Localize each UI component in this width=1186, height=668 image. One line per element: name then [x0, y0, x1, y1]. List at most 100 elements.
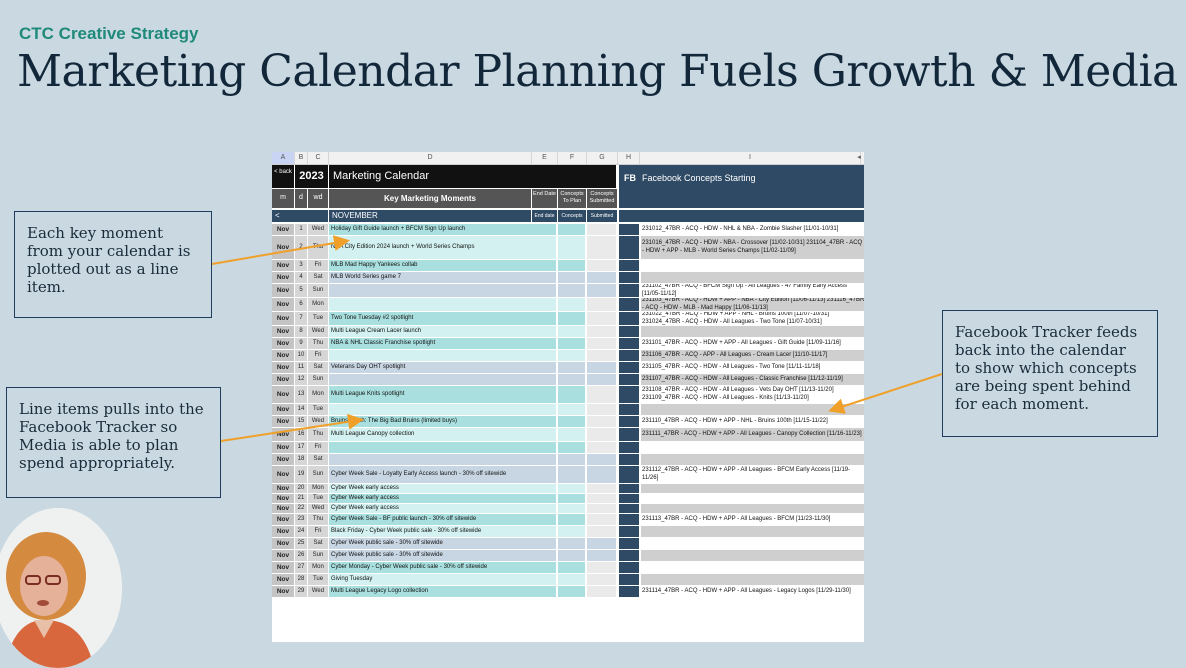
end-date-cell[interactable]: [533, 260, 556, 271]
event-cell[interactable]: [329, 374, 533, 385]
fb-concept-cell[interactable]: [641, 538, 864, 549]
submitted-cell[interactable]: [587, 284, 616, 297]
table-row[interactable]: Nov 10 Fri 231106_47BR - ACQ - APP - All Le…: [272, 350, 864, 361]
end-date-cell[interactable]: [533, 298, 556, 311]
submitted-cell[interactable]: [587, 416, 616, 427]
fb-marker-cell[interactable]: [619, 386, 639, 403]
table-row[interactable]: Nov 23 Thu Cyber Week Sale - BF public laun…: [272, 514, 864, 525]
month-prev-button[interactable]: <: [272, 210, 328, 222]
submitted-cell[interactable]: [587, 236, 616, 259]
day-cell[interactable]: 14: [295, 404, 307, 415]
fb-concept-cell[interactable]: [641, 484, 864, 493]
fb-marker-cell[interactable]: [619, 416, 639, 427]
submitted-cell[interactable]: [587, 224, 616, 235]
event-cell[interactable]: [329, 350, 533, 361]
submitted-cell[interactable]: [587, 362, 616, 373]
concepts-cell[interactable]: [558, 298, 585, 311]
table-row[interactable]: Nov 8 Wed Multi League Cream Lacer launch: [272, 326, 864, 337]
fb-concept-cell[interactable]: [641, 574, 864, 585]
event-cell[interactable]: NBA City Edition 2024 launch + World Ser…: [329, 236, 533, 259]
fb-concept-cell[interactable]: [641, 550, 864, 561]
submitted-cell[interactable]: [587, 504, 616, 513]
month-cell[interactable]: Nov: [272, 428, 294, 441]
month-cell[interactable]: Nov: [272, 284, 294, 297]
fb-marker-cell[interactable]: [619, 404, 639, 415]
fb-concept-cell[interactable]: 231012_47BR - ACQ - HDW - NHL & NBA - Zo…: [641, 224, 864, 235]
concepts-cell[interactable]: [558, 260, 585, 271]
concepts-cell[interactable]: [558, 284, 585, 297]
fb-concept-cell[interactable]: 231022_47BR - ACQ - HDW + APP - NHL - Br…: [641, 312, 864, 325]
table-row[interactable]: Nov 6 Mon 231103_47BR - ACQ - HDW + APP - N…: [272, 298, 864, 311]
fb-marker-cell[interactable]: [619, 514, 639, 525]
fb-concept-cell[interactable]: 231114_47BR - ACQ - HDW + APP - All Leag…: [641, 586, 864, 597]
weekday-cell[interactable]: Wed: [308, 326, 328, 337]
concepts-cell[interactable]: [558, 442, 585, 453]
weekday-cell[interactable]: Wed: [308, 504, 328, 513]
day-cell[interactable]: 9: [295, 338, 307, 349]
table-row[interactable]: Nov 28 Tue Giving Tuesday: [272, 574, 864, 585]
concepts-cell[interactable]: [558, 504, 585, 513]
end-date-cell[interactable]: [533, 442, 556, 453]
submitted-cell[interactable]: [587, 374, 616, 385]
day-cell[interactable]: 21: [295, 494, 307, 503]
month-cell[interactable]: Nov: [272, 550, 294, 561]
month-cell[interactable]: Nov: [272, 338, 294, 349]
fb-marker-cell[interactable]: [619, 362, 639, 373]
table-row[interactable]: Nov 11 Sat Veterans Day OHT spotlight 231105…: [272, 362, 864, 373]
fb-concept-cell[interactable]: [641, 404, 864, 415]
submitted-cell[interactable]: [587, 260, 616, 271]
day-cell[interactable]: 17: [295, 442, 307, 453]
concepts-cell[interactable]: [558, 312, 585, 325]
fb-concept-cell[interactable]: [641, 526, 864, 537]
month-cell[interactable]: Nov: [272, 562, 294, 573]
submitted-cell[interactable]: [587, 404, 616, 415]
fb-marker-cell[interactable]: [619, 224, 639, 235]
table-row[interactable]: Nov 20 Mon Cyber Week early access: [272, 484, 864, 493]
fb-marker-cell[interactable]: [619, 484, 639, 493]
col-letter-a[interactable]: A: [272, 152, 295, 164]
event-cell[interactable]: [329, 442, 533, 453]
concepts-cell[interactable]: [558, 404, 585, 415]
table-row[interactable]: Nov 24 Fri Black Friday - Cyber Week public…: [272, 526, 864, 537]
fb-marker-cell[interactable]: [619, 442, 639, 453]
submitted-cell[interactable]: [587, 428, 616, 441]
submitted-cell[interactable]: [587, 550, 616, 561]
fb-concept-cell[interactable]: 231107_47BR - ACQ - HDW - All Leagues - …: [641, 374, 864, 385]
weekday-cell[interactable]: Fri: [308, 260, 328, 271]
fb-marker-cell[interactable]: [619, 236, 639, 259]
table-row[interactable]: Nov 4 Sat MLB World Series game 7: [272, 272, 864, 283]
col-letter-h[interactable]: H: [618, 152, 640, 164]
weekday-cell[interactable]: Sun: [308, 466, 328, 483]
month-cell[interactable]: Nov: [272, 538, 294, 549]
fb-concept-cell[interactable]: 231110_47BR - ACQ - HDW + APP - NHL - Br…: [641, 416, 864, 427]
event-cell[interactable]: Multi League Canopy collection: [329, 428, 533, 441]
fb-marker-cell[interactable]: [619, 284, 639, 297]
day-cell[interactable]: 2: [295, 236, 307, 259]
table-row[interactable]: Nov 19 Sun Cyber Week Sale - Loyalty Early …: [272, 466, 864, 483]
day-cell[interactable]: 5: [295, 284, 307, 297]
submitted-cell[interactable]: [587, 526, 616, 537]
event-cell[interactable]: Cyber Week early access: [329, 494, 533, 503]
end-date-cell[interactable]: [533, 350, 556, 361]
end-date-cell[interactable]: [533, 514, 556, 525]
submitted-cell[interactable]: [587, 350, 616, 361]
submitted-cell[interactable]: [587, 466, 616, 483]
weekday-cell[interactable]: Tue: [308, 404, 328, 415]
fb-concept-cell[interactable]: [641, 260, 864, 271]
concepts-cell[interactable]: [558, 514, 585, 525]
table-row[interactable]: Nov 22 Wed Cyber Week early access: [272, 504, 864, 513]
weekday-cell[interactable]: Fri: [308, 442, 328, 453]
fb-marker-cell[interactable]: [619, 526, 639, 537]
fb-marker-cell[interactable]: [619, 312, 639, 325]
day-cell[interactable]: 29: [295, 586, 307, 597]
end-date-cell[interactable]: [533, 504, 556, 513]
submitted-cell[interactable]: [587, 574, 616, 585]
table-row[interactable]: Nov 12 Sun 231107_47BR - ACQ - HDW - All Le…: [272, 374, 864, 385]
event-cell[interactable]: MLB Mad Happy Yankees collab: [329, 260, 533, 271]
fb-concept-cell[interactable]: 231016_47BR - ACQ - HDW - NBA - Crossove…: [641, 236, 864, 259]
event-cell[interactable]: Multi League Cream Lacer launch: [329, 326, 533, 337]
concepts-cell[interactable]: [558, 466, 585, 483]
concepts-cell[interactable]: [558, 484, 585, 493]
day-cell[interactable]: 8: [295, 326, 307, 337]
fb-marker-cell[interactable]: [619, 562, 639, 573]
